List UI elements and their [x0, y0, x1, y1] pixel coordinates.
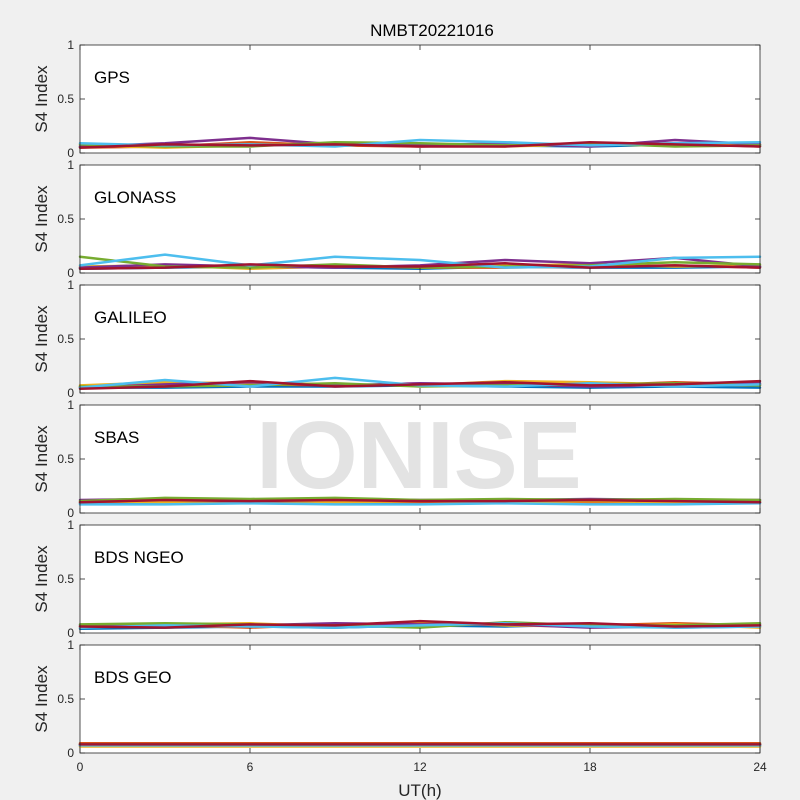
- series-line-7: [78, 498, 762, 504]
- y-axis-label: S4 Index: [32, 545, 51, 613]
- y-tick-label: 0: [67, 506, 74, 520]
- plot-area: [80, 285, 760, 393]
- plot-area: [80, 645, 760, 753]
- panel-bds-geo: 0 6 12 18 24 0 0.5 1 BDS GEO S4 Index: [32, 638, 767, 774]
- plot-area: [80, 45, 760, 153]
- y-axis-label: S4 Index: [32, 305, 51, 373]
- series-line-7: [78, 379, 762, 390]
- y-tick-label: 0.5: [57, 332, 74, 346]
- x-tick-label: 0: [77, 760, 84, 774]
- y-axis-label: S4 Index: [32, 665, 51, 733]
- panel-label: BDS NGEO: [94, 548, 184, 567]
- panel-gps: 0 0.5 1 GPS S4 Index: [32, 38, 762, 160]
- panels-group: 0 0.5 1 GPS S4 Index 0 0.5 1 GLONASS S4 Index 0 0.5…: [32, 38, 767, 774]
- x-tick-label: 12: [413, 760, 427, 774]
- series-line-6: [78, 502, 762, 506]
- panel-bds-ngeo: 0 0.5 1 BDS NGEO S4 Index: [32, 518, 762, 640]
- y-axis-label: S4 Index: [32, 65, 51, 133]
- y-tick-label: 0: [67, 746, 74, 760]
- y-tick-label: 1: [67, 278, 74, 292]
- panel-galileo: 0 0.5 1 GALILEO S4 Index: [32, 278, 762, 400]
- y-tick-label: 0.5: [57, 92, 74, 106]
- panel-label: SBAS: [94, 428, 139, 447]
- panel-label: GPS: [94, 68, 130, 87]
- series-line-7: [78, 262, 762, 270]
- y-tick-label: 1: [67, 638, 74, 652]
- series-line-5: [78, 140, 762, 148]
- panel-glonass: 0 0.5 1 GLONASS S4 Index: [32, 158, 762, 280]
- watermark-text: IONISE: [256, 402, 581, 509]
- panel-label: BDS GEO: [94, 668, 171, 687]
- y-tick-label: 0: [67, 266, 74, 280]
- x-tick-label: 6: [247, 760, 254, 774]
- plot-area: [80, 405, 760, 513]
- y-tick-label: 1: [67, 158, 74, 172]
- x-tick-label: 24: [753, 760, 767, 774]
- y-tick-label: 0.5: [57, 452, 74, 466]
- panel-label: GALILEO: [94, 308, 167, 327]
- chart-title: NMBT20221016: [370, 21, 494, 40]
- y-tick-label: 0: [67, 146, 74, 160]
- series-line-7: [78, 619, 762, 629]
- y-tick-label: 0: [67, 626, 74, 640]
- y-axis-label: S4 Index: [32, 425, 51, 493]
- y-tick-label: 0.5: [57, 692, 74, 706]
- y-tick-label: 1: [67, 518, 74, 532]
- plot-area: [80, 525, 760, 633]
- y-tick-label: 0.5: [57, 572, 74, 586]
- y-tick-label: 0: [67, 386, 74, 400]
- plot-area: [80, 165, 760, 273]
- y-tick-label: 0.5: [57, 212, 74, 226]
- series-line-7: [78, 140, 762, 149]
- y-tick-label: 1: [67, 398, 74, 412]
- x-axis-label: UT(h): [398, 781, 441, 800]
- panel-label: GLONASS: [94, 188, 176, 207]
- y-axis-label: S4 Index: [32, 185, 51, 253]
- y-tick-label: 1: [67, 38, 74, 52]
- x-tick-label: 18: [583, 760, 597, 774]
- series-line-6: [78, 253, 762, 269]
- panel-sbas: 0 0.5 1 SBAS S4 Index: [32, 398, 762, 520]
